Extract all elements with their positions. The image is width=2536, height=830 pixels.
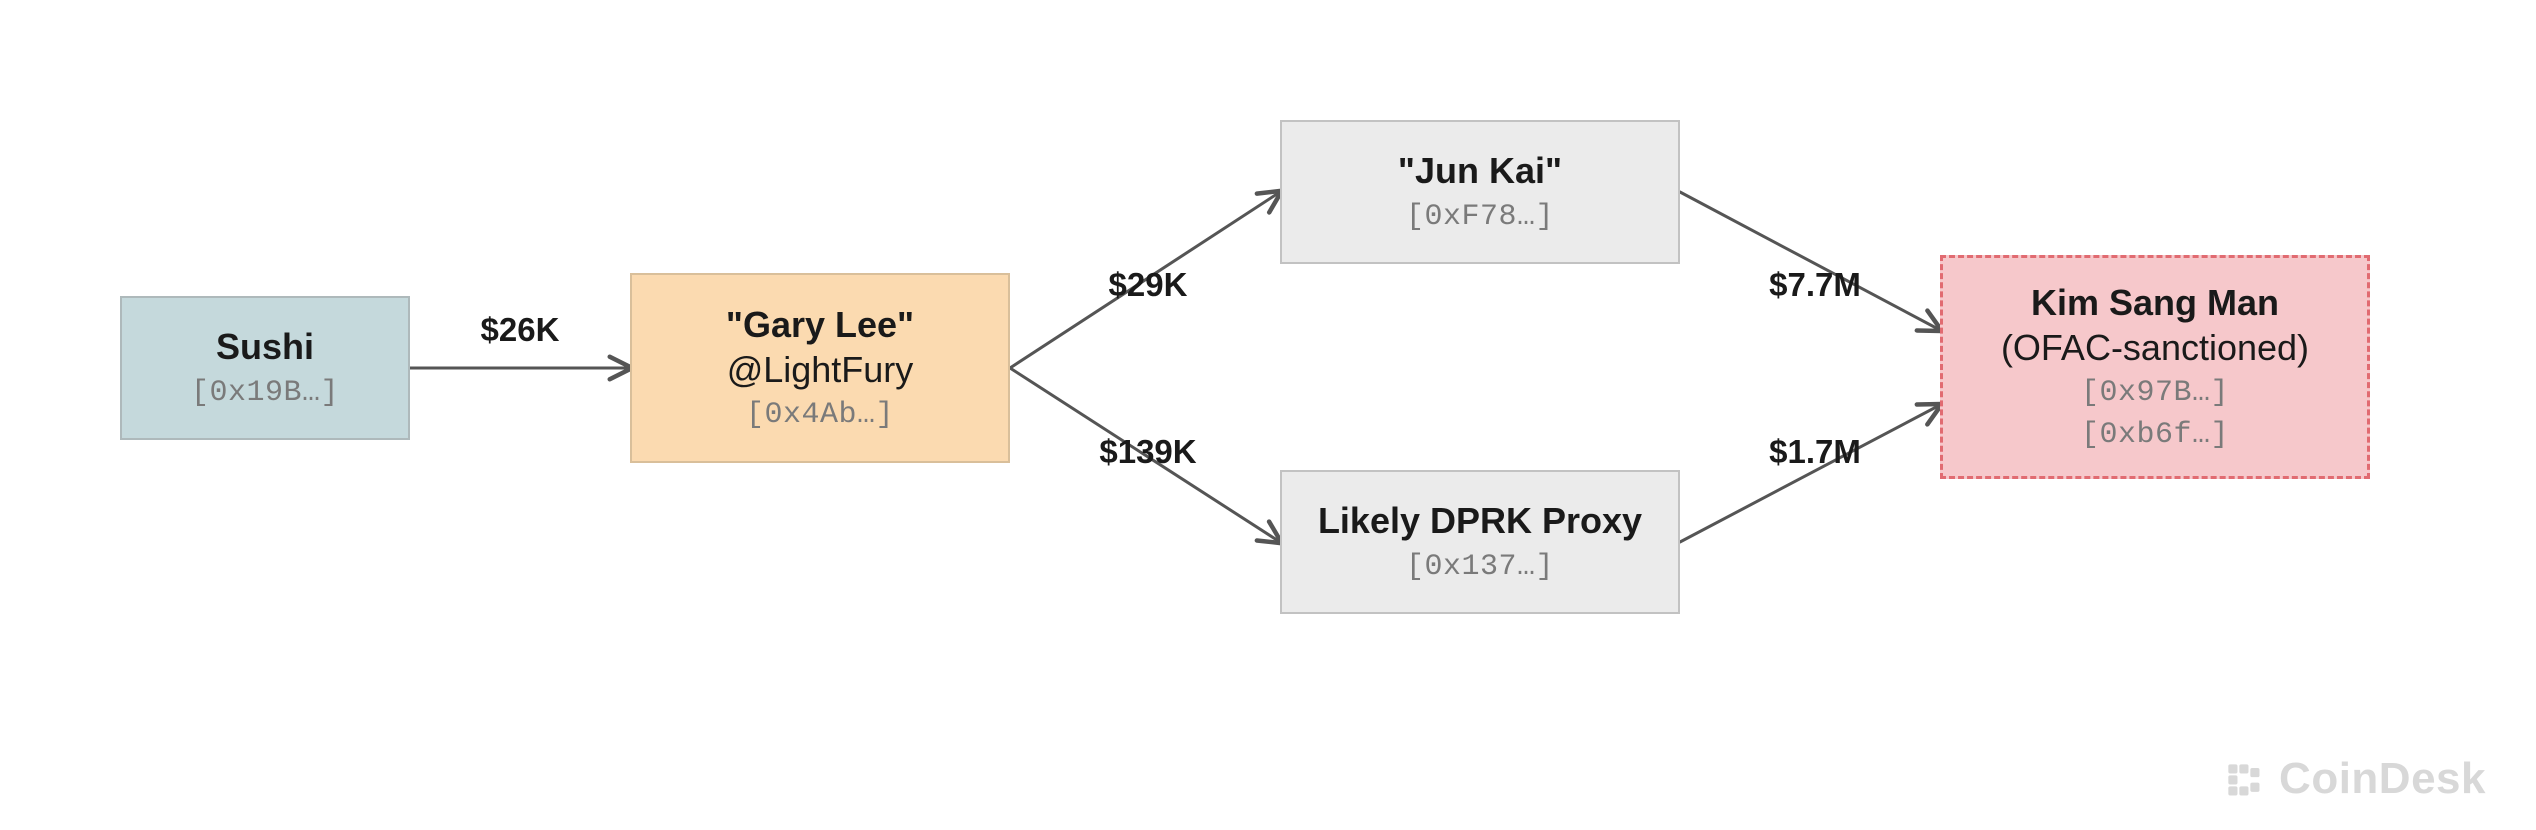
- edge-label: $1.7M: [1769, 433, 1861, 471]
- node-title: "Gary Lee": [726, 303, 914, 346]
- node-subtitle: @LightFury: [727, 348, 914, 391]
- node-address: [0x4Ab…]: [746, 397, 894, 433]
- node-address: [0xb6f…]: [2081, 417, 2229, 453]
- node-title: "Jun Kai": [1398, 149, 1562, 192]
- node-address: [0xF78…]: [1406, 199, 1554, 235]
- node-title: Kim Sang Man: [2031, 281, 2279, 324]
- node-address: [0x97B…]: [2081, 375, 2229, 411]
- node-proxy: Likely DPRK Proxy [0x137…]: [1280, 470, 1680, 614]
- watermark-text: CoinDesk: [2279, 754, 2486, 804]
- edge-label: $26K: [481, 311, 560, 349]
- edge-label: $7.7M: [1769, 266, 1861, 304]
- node-title: Sushi: [216, 325, 314, 368]
- node-address: [0x19B…]: [191, 375, 339, 411]
- node-address: [0x137…]: [1406, 549, 1554, 585]
- edge-label: $29K: [1109, 266, 1188, 304]
- node-sushi: Sushi [0x19B…]: [120, 296, 410, 440]
- node-kim: Kim Sang Man(OFAC-sanctioned) [0x97B…] [0x…: [1940, 255, 2370, 479]
- coindesk-logo-icon: [2221, 757, 2265, 801]
- edge-proxy-to-kim: [1680, 405, 1940, 542]
- watermark: CoinDesk: [2221, 754, 2486, 804]
- node-subtitle: (OFAC-sanctioned): [2001, 326, 2309, 369]
- edge-junkai-to-kim: [1680, 192, 1940, 330]
- node-title: Likely DPRK Proxy: [1318, 499, 1642, 542]
- edge-label: $139K: [1099, 433, 1196, 471]
- node-junkai: "Jun Kai" [0xF78…]: [1280, 120, 1680, 264]
- node-gary: "Gary Lee"@LightFury [0x4Ab…]: [630, 273, 1010, 463]
